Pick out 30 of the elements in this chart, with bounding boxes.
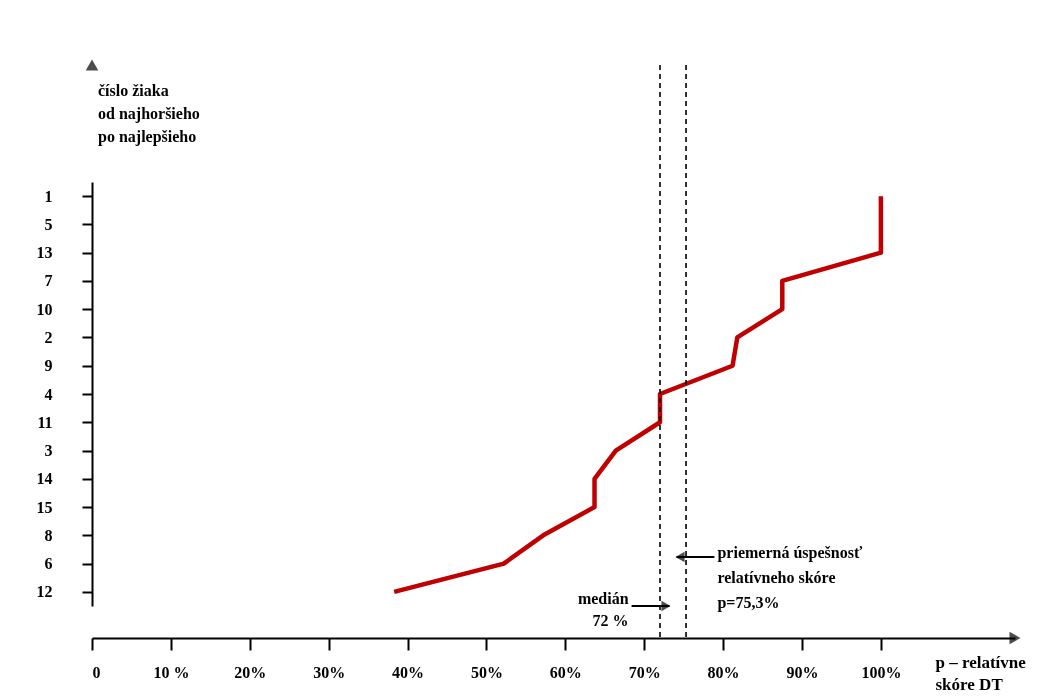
y-tick-label: 1 [44, 187, 53, 205]
y-tick-label: 11 [37, 413, 53, 431]
y-tick-label: 13 [36, 244, 53, 262]
x-tick-label: 50% [470, 663, 503, 681]
y-tick-label: 5 [44, 215, 53, 233]
y-tick-label: 2 [44, 328, 53, 346]
y-tick-label: 3 [44, 442, 53, 460]
y-tick-label: 6 [44, 555, 53, 573]
y-tick-label: 4 [44, 385, 53, 403]
x-tick-label: 100% [861, 663, 902, 681]
y-tick-label: 8 [44, 526, 53, 544]
text: číslo žiaka od najhoršieho po najlepšieho [98, 82, 200, 146]
x-tick-label: 30% [313, 663, 346, 681]
y-tick-label: 10 [36, 300, 53, 318]
ref-line-label: medián 72 % [577, 590, 629, 629]
ref-line-label: priemerná úspešnosť relatívneho skóre p=75,3% [717, 544, 863, 612]
x-tick-label: 20% [234, 663, 267, 681]
x-tick-label: 10 % [153, 663, 190, 681]
y-tick-label: 12 [36, 583, 53, 601]
x-tick-label: 60% [549, 663, 582, 681]
y-tick-label: 9 [44, 357, 53, 375]
x-tick-label: 80% [707, 663, 740, 681]
y-tick-label: 15 [36, 498, 53, 516]
y-tick-label: 14 [36, 470, 53, 488]
x-tick-label: 70% [628, 663, 661, 681]
y-tick-label: 7 [44, 272, 53, 290]
x-tick-label: 90% [786, 663, 819, 681]
x-axis-title: p – relatívne skóre DT [935, 652, 1027, 694]
x-tick-label: 40% [392, 663, 425, 681]
x-tick-label: 0 [92, 663, 101, 681]
